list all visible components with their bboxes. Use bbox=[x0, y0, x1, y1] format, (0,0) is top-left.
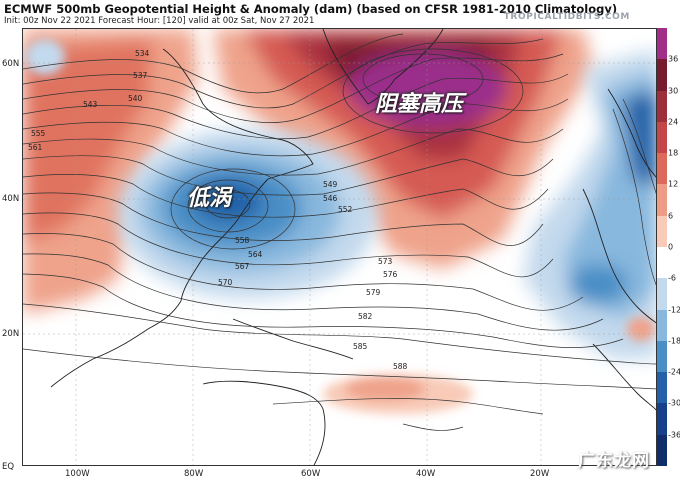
tropical-warm-anomaly bbox=[323, 317, 655, 414]
colorbar-tick-label: 0 bbox=[668, 242, 674, 252]
colorbar-cell bbox=[657, 28, 667, 60]
contour-label: 546 bbox=[323, 194, 338, 203]
brand-label: TROPICALTIDBITS.COM bbox=[503, 12, 630, 22]
contour-label: 540 bbox=[128, 94, 143, 103]
latlon-grid bbox=[23, 29, 656, 465]
lat-label-60n: 60N bbox=[2, 59, 20, 69]
contour-label: 534 bbox=[135, 49, 150, 58]
colorbar-cell bbox=[657, 340, 667, 373]
contour-label: 588 bbox=[393, 362, 408, 371]
colorbar-cell bbox=[657, 153, 667, 185]
contour-label: 567 bbox=[235, 262, 250, 271]
cutoff-low-anomaly bbox=[118, 129, 378, 299]
contour-label: 564 bbox=[248, 250, 263, 259]
colorbar-tick-label: -6 bbox=[668, 273, 676, 283]
colorbar-tick-label: 24 bbox=[668, 117, 679, 127]
colorbar-tick-label: 18 bbox=[668, 148, 679, 158]
contour-label: 558 bbox=[235, 236, 250, 245]
colorbar-tick-label: -36 bbox=[668, 430, 680, 440]
contour-label: 570 bbox=[218, 278, 233, 287]
coastlines bbox=[50, 29, 656, 465]
colorbar-tick-label: -30 bbox=[668, 398, 680, 408]
colorbar-tick-label: -24 bbox=[668, 367, 680, 377]
cutoff-low-annotation: 低涡 bbox=[187, 186, 232, 211]
blocking-high-annotation: 阻塞高压 bbox=[375, 92, 464, 117]
colorbar-cell bbox=[657, 90, 667, 123]
anomaly-map: 534 537 540 543 546 549 552 555 558 561 564 567 570 5… bbox=[22, 28, 657, 466]
lon-label-80w: 80W bbox=[184, 469, 204, 479]
contour-label: 543 bbox=[83, 100, 98, 109]
colorbar-cell bbox=[657, 403, 667, 436]
contour-label: 576 bbox=[383, 270, 398, 279]
colorbar-tick-label: -12 bbox=[668, 305, 680, 315]
colorbar-tick-label: 36 bbox=[668, 54, 679, 64]
colorbar-cell bbox=[657, 215, 667, 248]
colorbar-tick-label: 12 bbox=[668, 179, 679, 189]
blocking-high-anomaly bbox=[213, 29, 593, 269]
colorbar-cell bbox=[657, 434, 667, 467]
cold-anomaly-northwest bbox=[25, 39, 65, 75]
colorbar-cell bbox=[657, 59, 667, 92]
contour-label: 555 bbox=[31, 129, 46, 138]
colorbar-cell bbox=[657, 247, 667, 279]
lon-label-20w: 20W bbox=[530, 469, 550, 479]
colorbar-tick-label: 6 bbox=[668, 211, 674, 221]
lon-label-40w: 40W bbox=[416, 469, 436, 479]
map-title: ECMWF 500mb Geopotential Height & Anomal… bbox=[4, 2, 618, 16]
contour-label: 573 bbox=[378, 257, 393, 266]
colorbar-cell bbox=[657, 121, 667, 154]
colorbar-cell bbox=[657, 184, 667, 217]
contour-label: 579 bbox=[366, 288, 381, 297]
lon-label-100w: 100W bbox=[65, 469, 90, 479]
contour-label: 585 bbox=[353, 342, 368, 351]
lat-label-40n: 40N bbox=[2, 194, 20, 204]
watermark: 广东龙网 bbox=[578, 451, 650, 471]
geopotential-contours bbox=[23, 33, 656, 431]
map-subtitle: Init: 00z Nov 22 2021 Forecast Hour: [12… bbox=[4, 16, 315, 26]
colorbar-tick-label: 30 bbox=[668, 86, 679, 96]
lat-label-20n: 20N bbox=[2, 329, 20, 339]
anomaly-colorbar: 36 30 24 18 12 6 0 -6 -12 -18 -24 -30 -36 bbox=[657, 28, 680, 467]
lat-label-eq: EQ bbox=[2, 462, 15, 472]
contour-label: 549 bbox=[323, 180, 338, 189]
contour-label: 582 bbox=[358, 312, 373, 321]
colorbar-cell bbox=[657, 309, 667, 342]
lon-label-60w: 60W bbox=[301, 469, 321, 479]
contour-label: 561 bbox=[28, 143, 43, 152]
contour-label: 552 bbox=[338, 205, 353, 214]
contour-label: 537 bbox=[133, 71, 148, 80]
colorbar-cell bbox=[657, 278, 667, 311]
colorbar-cell bbox=[657, 372, 667, 404]
colorbar-tick-label: -18 bbox=[668, 336, 680, 346]
